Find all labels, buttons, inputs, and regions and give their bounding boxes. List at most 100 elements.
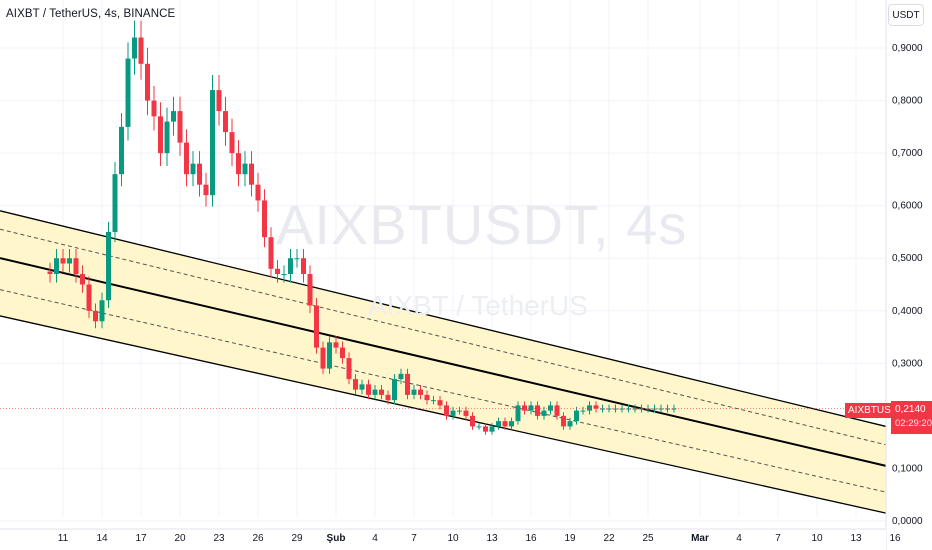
channel-upper-line[interactable] — [0, 210, 887, 428]
time-tick-label: 4 — [372, 533, 378, 544]
candle-body — [476, 426, 482, 428]
candle-body — [151, 100, 157, 117]
time-tick-label: 10 — [811, 533, 823, 544]
candle-body — [340, 347, 345, 359]
currency-label: USDT — [892, 9, 920, 21]
candle-body — [307, 274, 313, 306]
candle-body — [405, 373, 410, 395]
candle-body — [424, 394, 430, 401]
candle-body — [567, 421, 573, 427]
price-tick-label: 0,7000 — [892, 148, 923, 159]
time-tick-label: 11 — [58, 533, 69, 544]
candle-body — [489, 426, 495, 432]
candle-body — [125, 58, 131, 127]
candle-body — [320, 347, 326, 369]
candle-body — [314, 305, 319, 348]
candle-body — [86, 284, 92, 311]
channel-lower-line[interactable] — [0, 315, 887, 514]
last-price-value: 0,2140 — [895, 404, 926, 415]
candle-body — [502, 421, 508, 427]
candle-body — [249, 163, 254, 185]
candle-body — [444, 405, 449, 416]
time-tick-label: 23 — [213, 533, 225, 544]
candle-body — [229, 132, 235, 154]
candle-body — [593, 405, 599, 409]
candle-body — [580, 410, 586, 412]
candle-body — [450, 410, 456, 416]
candle-body — [255, 184, 261, 201]
candle-body — [535, 405, 540, 416]
candle-body — [138, 37, 144, 64]
candle-body — [190, 163, 196, 175]
candle-body — [197, 163, 202, 185]
candle-body — [385, 394, 391, 401]
candle-body — [496, 421, 501, 427]
currency-selector[interactable]: USDT — [888, 4, 924, 26]
time-tick-label: 19 — [564, 533, 576, 544]
price-tick-label: 0,9000 — [892, 43, 923, 54]
price-axis-panel — [887, 0, 932, 550]
candle-body — [379, 389, 384, 395]
candle-body — [216, 90, 222, 112]
candle-body — [671, 408, 677, 410]
time-tick-label: Şub — [327, 533, 346, 544]
candle-body — [242, 163, 248, 175]
candle-body — [54, 258, 59, 275]
candle-body — [132, 37, 137, 59]
candle-body — [106, 231, 111, 301]
candle-body — [99, 300, 105, 322]
candle-body — [372, 389, 378, 395]
candle-body — [574, 410, 579, 422]
candle-body — [93, 310, 98, 322]
candle-body — [437, 400, 443, 406]
candle-body — [171, 111, 176, 122]
time-tick-label: 29 — [291, 533, 303, 544]
time-tick-label: 13 — [486, 533, 498, 544]
price-tick-label: 0,3000 — [892, 358, 923, 369]
watermark-ticker: AIXBTUSDT, 4s — [276, 193, 688, 256]
candle-body — [411, 389, 417, 395]
symbol-title-text: AIXBT / TetherUS, 4s, BINANCE — [6, 8, 176, 20]
candle-body — [223, 111, 228, 133]
candle-body — [359, 384, 365, 390]
price-tick-label: 0,5000 — [892, 253, 923, 264]
price-tick-label: 0,0000 — [892, 516, 923, 527]
candle-body — [333, 342, 339, 348]
channel-middle-line[interactable] — [0, 257, 887, 467]
time-tick-label: 13 — [850, 533, 862, 544]
time-tick-label: 14 — [96, 533, 108, 544]
time-tick-label: 16 — [889, 533, 901, 544]
candle-body — [210, 90, 215, 196]
price-tick-label: 0,1000 — [892, 463, 923, 474]
candle-body — [398, 373, 404, 380]
price-tick-label: 0,6000 — [892, 201, 923, 212]
watermark-pair: AIXBT / TetherUS — [368, 290, 588, 321]
symbol-title: AIXBT / TetherUS, 4s, BINANCE — [6, 8, 175, 20]
time-tick-label: 7 — [775, 533, 781, 544]
time-tick-label: 10 — [447, 533, 459, 544]
candle-body — [177, 111, 183, 143]
candle-body — [626, 408, 631, 410]
candle-body — [327, 342, 332, 369]
candle-body — [184, 142, 189, 175]
candle-body — [366, 384, 371, 395]
time-tick-label: 16 — [525, 533, 537, 544]
candle-body — [47, 271, 53, 275]
candle-body — [60, 258, 66, 264]
candle-body — [73, 258, 79, 275]
time-tick-label: Mar — [691, 533, 709, 544]
candle-body — [632, 408, 638, 410]
candle-body — [275, 268, 280, 275]
last-price-label: 0,2140 02:29:20 — [891, 401, 932, 434]
candle-body — [112, 174, 118, 232]
time-tick-label: 4 — [736, 533, 742, 544]
time-tick-label: 26 — [252, 533, 264, 544]
candle-body — [346, 358, 352, 380]
time-tick-label: 7 — [411, 533, 417, 544]
candle-body — [392, 379, 397, 401]
price-tick-label: 0,4000 — [892, 306, 923, 317]
candle-body — [541, 410, 547, 416]
candle-body — [119, 126, 124, 175]
